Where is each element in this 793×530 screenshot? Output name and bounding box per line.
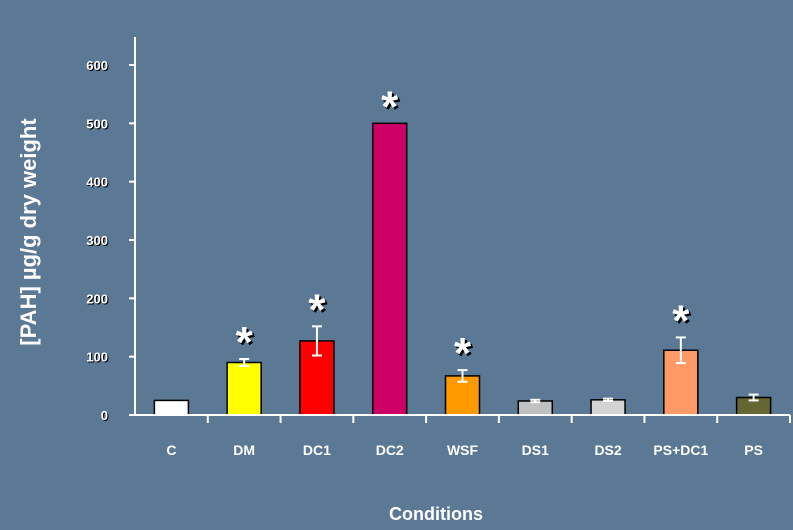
significance-star-shadow: *	[238, 320, 256, 369]
x-tick-label: C	[166, 442, 176, 458]
bar-c	[153, 399, 190, 416]
y-axis-title: [PAH] µg/g dry weight	[16, 118, 41, 346]
x-tick-label: DC2	[376, 442, 404, 458]
bar-ds2	[590, 399, 626, 416]
x-tick-label: PS+DC1	[653, 442, 708, 458]
x-tick-label: DS2	[594, 442, 621, 458]
x-tick-label: DS1	[522, 442, 549, 458]
significance-star-shadow: *	[383, 84, 401, 133]
bar-dm	[226, 361, 262, 416]
y-tick-label: 300	[86, 233, 108, 248]
x-axis-title: Conditions	[389, 504, 483, 524]
y-tick-label: 100	[86, 350, 108, 365]
significance-star: *	[308, 285, 326, 334]
x-tick-label: PS	[744, 442, 763, 458]
significance-star-shadow: *	[310, 287, 328, 336]
y-tick-label: 0	[101, 408, 108, 423]
x-tick-label: DM	[233, 442, 255, 458]
significance-star: *	[672, 296, 690, 345]
significance-star: *	[236, 318, 254, 367]
y-tick-label: 400	[86, 175, 108, 190]
x-tick-label: WSF	[447, 442, 479, 458]
bar-dc2	[371, 122, 408, 416]
significance-star-shadow: *	[456, 331, 474, 380]
significance-star: *	[381, 82, 399, 131]
y-tick-label: 600	[86, 58, 108, 73]
significance-star: *	[454, 329, 472, 378]
x-tick-label: DC1	[303, 442, 331, 458]
y-tick-label: 500	[86, 116, 108, 131]
y-tick-label: 200	[86, 291, 108, 306]
significance-star-shadow: *	[674, 298, 692, 347]
